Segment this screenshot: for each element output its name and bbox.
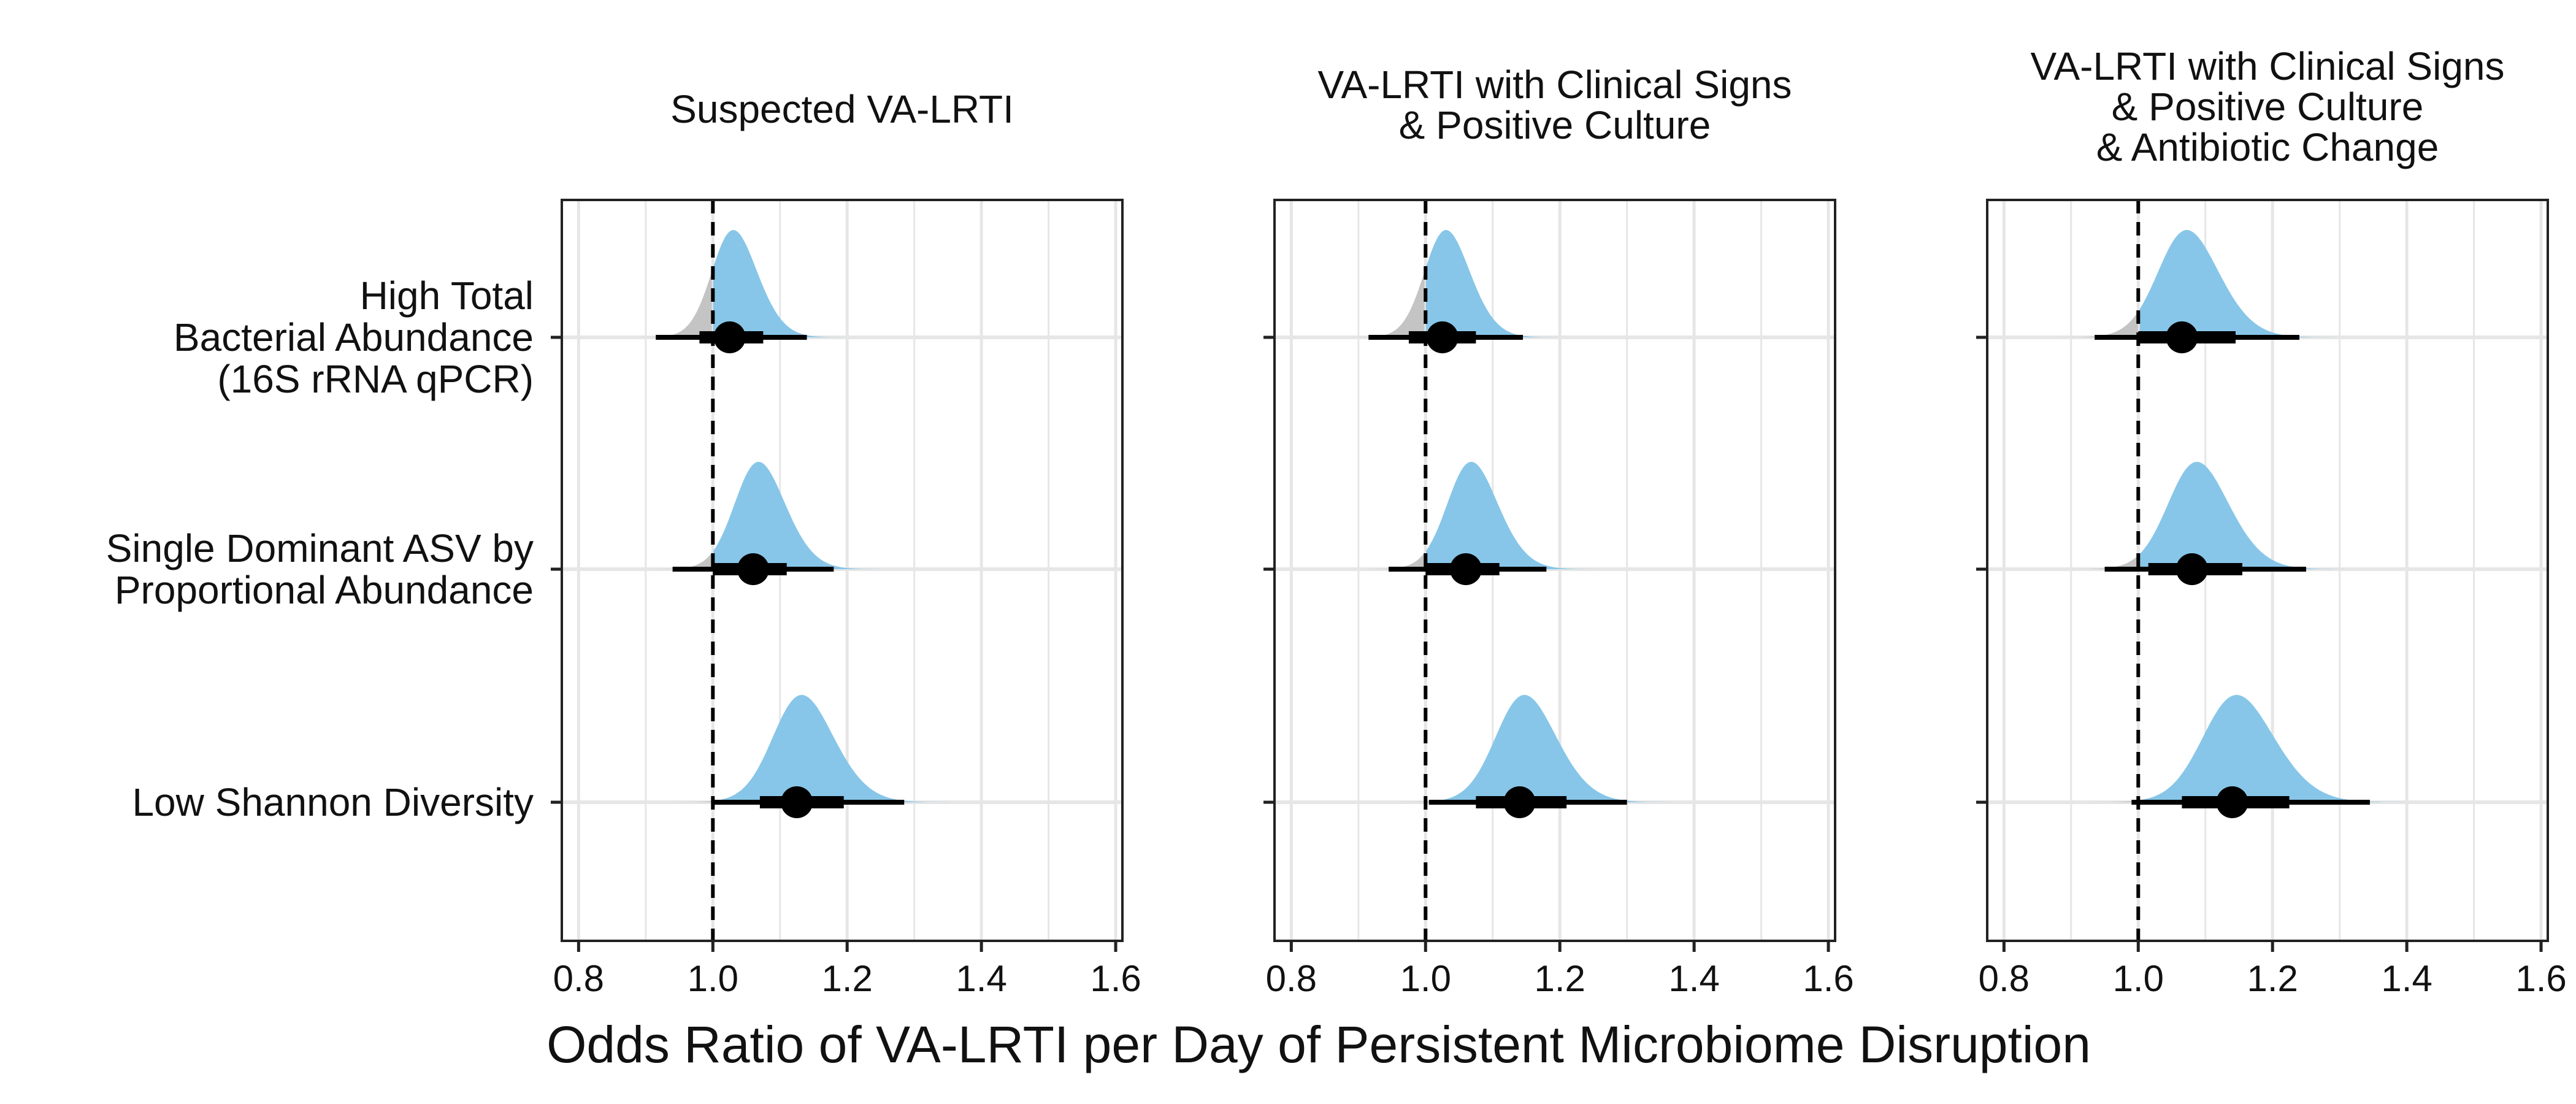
density-positive-region bbox=[714, 695, 1019, 802]
facet-title: & Positive Culture bbox=[2112, 85, 2424, 129]
x-tick-label: 1.4 bbox=[2381, 958, 2432, 999]
facet-panel bbox=[551, 199, 1124, 952]
density-positive-region bbox=[2139, 462, 2414, 569]
density-null-region bbox=[1314, 553, 1425, 569]
x-tick-label: 1.2 bbox=[821, 958, 872, 999]
x-tick-label: 1.4 bbox=[956, 958, 1006, 999]
x-tick-label: 1.6 bbox=[1090, 958, 1141, 999]
median-point bbox=[1449, 553, 1482, 585]
median-point bbox=[737, 553, 769, 585]
density-positive-region bbox=[1425, 230, 1609, 337]
row-label: High Total bbox=[360, 274, 534, 318]
median-point bbox=[2216, 786, 2248, 818]
x-tick-label: 1.4 bbox=[1668, 958, 1719, 999]
density-positive-region bbox=[2139, 230, 2404, 337]
median-point bbox=[1503, 786, 1536, 818]
density-positive-region bbox=[713, 230, 896, 337]
x-axis-title: Odds Ratio of VA-LRTI per Day of Persist… bbox=[546, 1016, 2091, 1073]
density-null-region bbox=[1306, 272, 1425, 337]
median-point bbox=[713, 321, 746, 353]
density-null-region bbox=[602, 553, 712, 569]
density-null-region bbox=[594, 272, 712, 337]
x-tick-label: 1.2 bbox=[1534, 958, 1585, 999]
row-label: (16S rRNA qPCR) bbox=[217, 357, 534, 401]
density-positive-region bbox=[1426, 695, 1741, 802]
facet-title: VA-LRTI with Clinical Signs bbox=[1318, 63, 1792, 107]
density-positive-region bbox=[1426, 462, 1650, 569]
x-tick-label: 1.0 bbox=[2113, 958, 2164, 999]
median-point bbox=[2175, 553, 2208, 585]
median-point bbox=[2166, 321, 2198, 353]
facet-title: & Positive Culture bbox=[1399, 103, 1711, 147]
x-tick-label: 0.8 bbox=[1266, 958, 1317, 999]
row-label: Single Dominant ASV by bbox=[106, 526, 534, 570]
row-label: Proportional Abundance bbox=[115, 568, 534, 612]
x-tick-label: 1.6 bbox=[1803, 958, 1853, 999]
x-tick-label: 1.0 bbox=[1400, 958, 1451, 999]
density-positive-region bbox=[2140, 695, 2491, 802]
facet-panel bbox=[1976, 199, 2549, 952]
facet-title: Suspected VA-LRTI bbox=[670, 87, 1014, 131]
x-tick-label: 0.8 bbox=[1979, 958, 2030, 999]
density-null-region bbox=[2000, 312, 2138, 337]
density-null-region bbox=[615, 801, 713, 802]
row-label: Bacterial Abundance bbox=[174, 315, 534, 359]
median-point bbox=[1426, 321, 1459, 353]
density-null-region bbox=[2020, 800, 2139, 802]
x-tick-label: 0.8 bbox=[553, 958, 604, 999]
density-positive-region bbox=[713, 462, 938, 569]
x-tick-label: 1.0 bbox=[688, 958, 738, 999]
median-point bbox=[781, 786, 813, 818]
facet-title: & Antibiotic Change bbox=[2096, 125, 2439, 169]
facet-panel bbox=[1263, 199, 1836, 952]
row-label: Low Shannon Diversity bbox=[132, 780, 534, 824]
facet-title: VA-LRTI with Clinical Signs bbox=[2031, 44, 2505, 88]
x-tick-label: 1.2 bbox=[2247, 958, 2298, 999]
x-tick-label: 1.6 bbox=[2515, 958, 2566, 999]
